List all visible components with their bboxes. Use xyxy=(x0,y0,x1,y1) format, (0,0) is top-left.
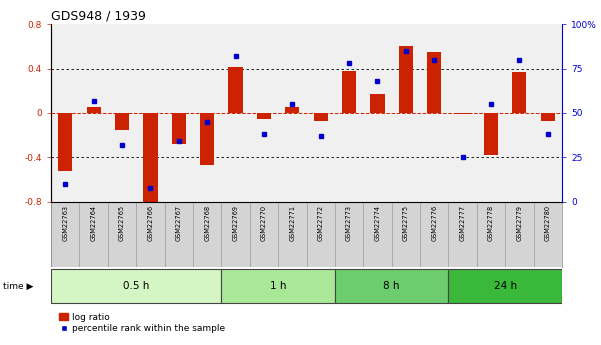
Text: GSM22771: GSM22771 xyxy=(289,205,295,241)
Text: GSM22764: GSM22764 xyxy=(91,205,97,241)
Bar xyxy=(335,269,448,304)
Bar xyxy=(505,202,534,267)
Bar xyxy=(58,113,72,171)
Bar xyxy=(193,202,221,267)
Text: GSM22765: GSM22765 xyxy=(119,205,125,241)
Text: GSM22772: GSM22772 xyxy=(318,205,324,241)
Bar xyxy=(285,107,299,113)
Bar xyxy=(427,52,441,113)
Text: GSM22775: GSM22775 xyxy=(403,205,409,241)
Bar xyxy=(541,113,555,121)
Bar xyxy=(534,202,562,267)
Bar xyxy=(87,107,101,113)
Text: 0.5 h: 0.5 h xyxy=(123,280,150,290)
Bar xyxy=(278,202,307,267)
Text: GSM22778: GSM22778 xyxy=(488,205,494,241)
Text: GSM22769: GSM22769 xyxy=(233,205,239,241)
Bar xyxy=(79,202,108,267)
Legend: log ratio, percentile rank within the sample: log ratio, percentile rank within the sa… xyxy=(56,309,228,337)
Bar xyxy=(257,113,271,119)
Bar xyxy=(448,202,477,267)
Text: 8 h: 8 h xyxy=(383,280,400,290)
Text: time ▶: time ▶ xyxy=(3,282,34,291)
Bar xyxy=(51,269,221,304)
Text: GSM22777: GSM22777 xyxy=(460,205,466,241)
Text: GSM22767: GSM22767 xyxy=(176,205,182,241)
Text: GSM22773: GSM22773 xyxy=(346,205,352,241)
Text: 1 h: 1 h xyxy=(270,280,287,290)
Bar xyxy=(250,202,278,267)
Bar xyxy=(448,269,562,304)
Bar xyxy=(512,72,526,113)
Bar xyxy=(420,202,448,267)
Bar xyxy=(108,202,136,267)
Bar xyxy=(165,202,193,267)
Bar xyxy=(200,113,215,165)
Bar xyxy=(335,202,363,267)
Bar xyxy=(314,113,328,121)
Bar xyxy=(51,202,79,267)
Bar xyxy=(392,202,420,267)
Bar xyxy=(484,113,498,155)
Text: GSM22779: GSM22779 xyxy=(516,205,522,241)
Text: GSM22763: GSM22763 xyxy=(63,205,69,241)
Bar xyxy=(398,46,413,113)
Bar xyxy=(136,202,165,267)
Text: GSM22774: GSM22774 xyxy=(374,205,380,241)
Bar xyxy=(221,202,250,267)
Bar xyxy=(221,269,335,304)
Bar xyxy=(363,202,392,267)
Text: GSM22780: GSM22780 xyxy=(545,205,551,241)
Text: GDS948 / 1939: GDS948 / 1939 xyxy=(51,10,146,23)
Bar xyxy=(477,202,505,267)
Text: GSM22768: GSM22768 xyxy=(204,205,210,241)
Text: 24 h: 24 h xyxy=(493,280,517,290)
Bar xyxy=(370,94,385,113)
Bar xyxy=(115,113,129,130)
Text: GSM22770: GSM22770 xyxy=(261,205,267,241)
Bar xyxy=(456,113,470,114)
Bar xyxy=(228,68,243,113)
Bar xyxy=(172,113,186,144)
Text: GSM22766: GSM22766 xyxy=(147,205,153,241)
Bar xyxy=(307,202,335,267)
Bar xyxy=(342,71,356,113)
Text: GSM22776: GSM22776 xyxy=(432,205,437,241)
Bar xyxy=(143,113,157,205)
